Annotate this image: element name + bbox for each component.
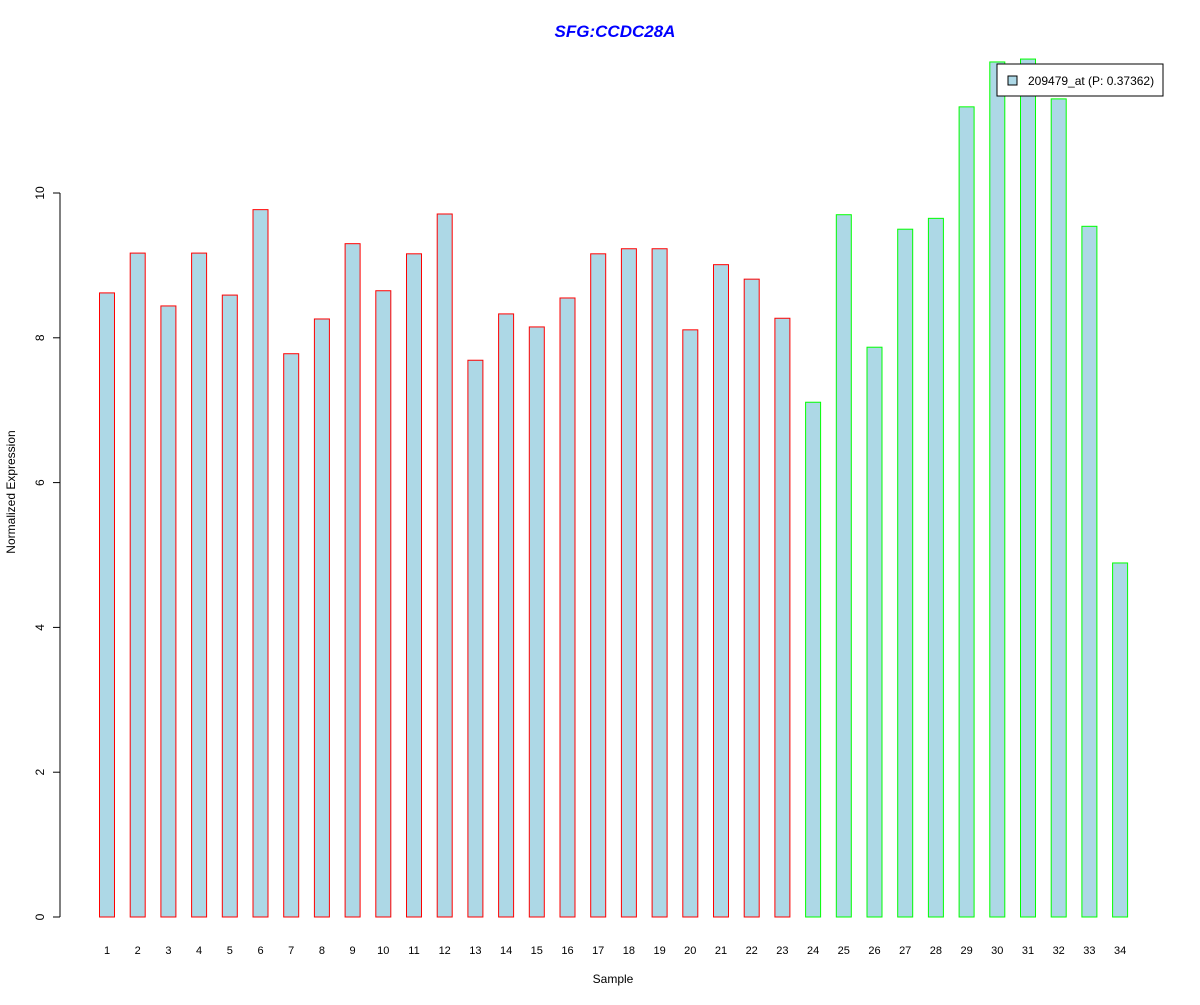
legend-label: 209479_at (P: 0.37362) (1028, 74, 1154, 88)
bar-sample-7 (283, 353, 300, 918)
x-tick-label: 16 (561, 945, 573, 957)
x-tick-label: 7 (288, 945, 294, 957)
bar-sample-23 (774, 317, 791, 918)
x-tick-label: 1 (104, 945, 110, 957)
y-tick-label: 4 (33, 624, 47, 631)
x-tick-label: 32 (1053, 945, 1065, 957)
y-axis-label: Normalized Expression (4, 430, 18, 553)
x-tick-label: 21 (715, 945, 727, 957)
bar-sample-19 (651, 248, 668, 918)
bar-sample-4 (191, 252, 208, 918)
x-tick-label: 25 (838, 945, 850, 957)
x-tick-labels: 1 2 3 4 5 6 7 8 9 10 11 12 13 14 15 16 17 18 19 20 21 22 23 24 2… (104, 945, 1126, 957)
bar-sample-22 (743, 278, 760, 918)
x-tick-label: 12 (439, 945, 451, 957)
x-tick-label: 22 (746, 945, 758, 957)
legend-swatch (1007, 75, 1018, 86)
bar-sample-20 (682, 329, 699, 918)
x-tick-label: 8 (319, 945, 325, 957)
x-tick-label: 3 (165, 945, 171, 957)
x-tick-label: 34 (1114, 945, 1126, 957)
bar-sample-10 (375, 290, 392, 918)
bar-sample-25 (835, 214, 852, 918)
bar-sample-28 (927, 217, 944, 918)
bars (99, 58, 1129, 918)
x-tick-label: 20 (684, 945, 696, 957)
bar-sample-9 (344, 243, 361, 918)
x-tick-label: 28 (930, 945, 942, 957)
bar-sample-14 (498, 313, 515, 918)
y-tick-label: 6 (33, 479, 47, 486)
bar-sample-33 (1081, 225, 1098, 918)
bar-sample-18 (620, 248, 637, 918)
bar-sample-15 (528, 326, 545, 918)
bar-sample-6 (252, 209, 269, 918)
bar-sample-30 (989, 61, 1006, 918)
x-tick-label: 27 (899, 945, 911, 957)
bar-sample-13 (467, 359, 484, 918)
x-tick-label: 2 (135, 945, 141, 957)
bar-sample-3 (160, 305, 177, 918)
x-tick-label: 23 (776, 945, 788, 957)
x-tick-label: 24 (807, 945, 819, 957)
bar-sample-26 (866, 346, 883, 918)
bar-sample-21 (713, 264, 729, 918)
y-tick-label: 0 (33, 913, 47, 920)
x-tick-label: 9 (350, 945, 356, 957)
bar-sample-27 (897, 228, 914, 918)
x-tick-label: 17 (592, 945, 604, 957)
bar-sample-8 (313, 318, 330, 918)
x-tick-label: 4 (196, 945, 202, 957)
x-tick-label: 31 (1022, 945, 1034, 957)
bar-sample-2 (129, 252, 146, 918)
bar-sample-32 (1050, 98, 1067, 918)
y-tick-label: 2 (33, 769, 47, 776)
bar-sample-1 (99, 292, 115, 918)
chart-title: SFG:CCDC28A (555, 22, 676, 41)
bar-sample-12 (436, 213, 453, 918)
x-tick-label: 19 (653, 945, 665, 957)
legend: 209479_at (P: 0.37362) (996, 63, 1164, 97)
bar-sample-34 (1112, 562, 1129, 918)
y-tick-label: 8 (33, 334, 47, 341)
x-tick-label: 13 (469, 945, 481, 957)
x-tick-label: 30 (991, 945, 1003, 957)
bar-sample-5 (221, 294, 238, 918)
x-tick-label: 18 (623, 945, 635, 957)
bar-sample-29 (958, 106, 975, 918)
bar-sample-31 (1020, 58, 1036, 918)
bar-sample-16 (559, 297, 576, 918)
x-tick-label: 6 (257, 945, 263, 957)
y-axis: 0 2 4 6 8 10 (33, 186, 61, 920)
x-tick-label: 10 (377, 945, 389, 957)
x-tick-label: 11 (408, 945, 419, 957)
x-tick-label: 15 (531, 945, 543, 957)
x-tick-label: 26 (868, 945, 880, 957)
y-tick-label: 10 (33, 186, 47, 200)
bar-sample-24 (805, 401, 822, 918)
x-axis-label: Sample (593, 972, 634, 986)
x-tick-label: 33 (1083, 945, 1095, 957)
x-tick-label: 14 (500, 945, 512, 957)
x-tick-label: 5 (227, 945, 233, 957)
x-tick-label: 29 (960, 945, 972, 957)
bar-sample-11 (406, 253, 422, 918)
bar-sample-17 (590, 253, 607, 918)
